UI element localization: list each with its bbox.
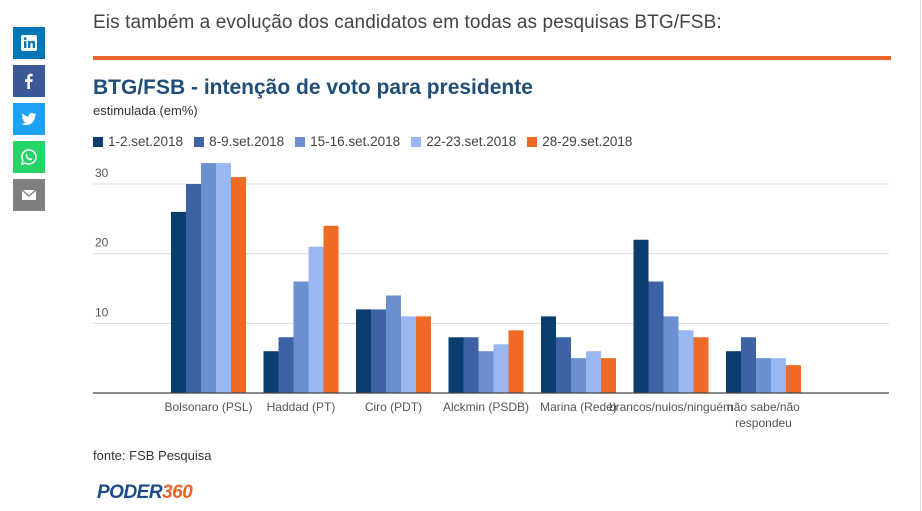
x-tick-label: Marina (Rede) bbox=[540, 400, 617, 414]
twitter-share-button[interactable] bbox=[13, 103, 45, 135]
bar bbox=[401, 316, 416, 393]
bar bbox=[508, 330, 524, 393]
legend-item[interactable]: 15-16.set.2018 bbox=[295, 134, 400, 149]
page-divider bbox=[920, 0, 921, 511]
x-tick-label: Bolsonaro (PSL) bbox=[164, 400, 252, 414]
bar bbox=[648, 281, 664, 393]
bar bbox=[541, 316, 556, 393]
x-tick-label: Alckmin (PSDB) bbox=[443, 400, 529, 414]
bar bbox=[278, 337, 294, 393]
bar bbox=[231, 177, 246, 393]
bar bbox=[571, 358, 586, 393]
twitter-icon bbox=[21, 112, 37, 126]
bar bbox=[493, 344, 509, 393]
bar bbox=[556, 337, 571, 393]
bar bbox=[171, 211, 186, 393]
logo-part-2: 360 bbox=[162, 482, 193, 503]
legend-label: 28-29.set.2018 bbox=[542, 134, 633, 149]
legend-swatch bbox=[93, 136, 103, 147]
chart-title: BTG/FSB - intenção de voto para presiden… bbox=[93, 76, 533, 99]
bar bbox=[478, 351, 494, 393]
poder360-logo[interactable]: PODER360 bbox=[97, 482, 193, 504]
whatsapp-icon bbox=[20, 149, 37, 166]
bar bbox=[786, 365, 801, 393]
bar bbox=[323, 225, 339, 393]
legend-label: 22-23.set.2018 bbox=[426, 134, 517, 149]
bar bbox=[463, 337, 479, 393]
legend-item[interactable]: 8-9.set.2018 bbox=[194, 134, 284, 149]
bar bbox=[293, 281, 309, 393]
y-tick-label: 10 bbox=[95, 305, 109, 319]
bar bbox=[416, 316, 431, 393]
legend-label: 1-2.set.2018 bbox=[108, 134, 184, 149]
bar bbox=[263, 351, 279, 393]
linkedin-icon bbox=[21, 35, 37, 51]
legend-swatch bbox=[411, 136, 422, 147]
x-tick-label: respondeu bbox=[735, 416, 792, 430]
legend-label: 8-9.set.2018 bbox=[209, 134, 285, 149]
chart-legend: 1-2.set.2018 8-9.set.2018 15-16.set.2018 22… bbox=[93, 134, 643, 149]
facebook-icon bbox=[25, 73, 33, 89]
bar bbox=[678, 330, 694, 393]
bar bbox=[726, 351, 741, 393]
bar bbox=[741, 337, 756, 393]
bar bbox=[356, 309, 371, 393]
x-tick-label: brancos/nulos/ninguém bbox=[609, 400, 733, 414]
bar bbox=[586, 351, 601, 393]
bar bbox=[201, 163, 216, 393]
legend-swatch bbox=[194, 136, 205, 147]
legend-label: 15-16.set.2018 bbox=[310, 134, 401, 149]
bar bbox=[186, 184, 201, 393]
bar bbox=[371, 309, 386, 393]
x-tick-label: não sabe/não bbox=[727, 400, 800, 414]
legend-item[interactable]: 22-23.set.2018 bbox=[411, 134, 516, 149]
bar bbox=[601, 358, 616, 393]
bar bbox=[693, 337, 709, 393]
bar bbox=[386, 295, 401, 393]
chart-subtitle: estimulada (em%) bbox=[93, 103, 198, 118]
x-tick-label: Haddad (PT) bbox=[267, 400, 336, 414]
bar bbox=[308, 246, 324, 393]
bar bbox=[756, 358, 771, 393]
email-share-button[interactable] bbox=[13, 179, 45, 211]
intro-text: Eis também a evolução dos candidatos em … bbox=[93, 12, 722, 33]
bar bbox=[216, 163, 231, 393]
facebook-share-button[interactable] bbox=[13, 65, 45, 97]
social-share-bar bbox=[13, 27, 45, 217]
legend-swatch bbox=[295, 136, 306, 147]
legend-swatch bbox=[527, 136, 538, 147]
legend-item[interactable]: 1-2.set.2018 bbox=[93, 134, 183, 149]
y-tick-label: 30 bbox=[95, 166, 109, 180]
x-tick-label: Ciro (PDT) bbox=[365, 400, 422, 414]
email-icon bbox=[21, 189, 37, 200]
y-tick-label: 20 bbox=[95, 236, 109, 250]
bar bbox=[663, 316, 679, 393]
legend-item[interactable]: 28-29.set.2018 bbox=[527, 134, 632, 149]
linkedin-share-button[interactable] bbox=[13, 27, 45, 59]
bar bbox=[633, 239, 649, 393]
whatsapp-share-button[interactable] bbox=[13, 141, 45, 173]
bar bbox=[771, 358, 786, 393]
logo-part-1: PODER bbox=[97, 482, 163, 503]
bar bbox=[448, 337, 464, 393]
accent-divider bbox=[93, 56, 891, 60]
source-note: fonte: FSB Pesquisa bbox=[93, 448, 212, 463]
